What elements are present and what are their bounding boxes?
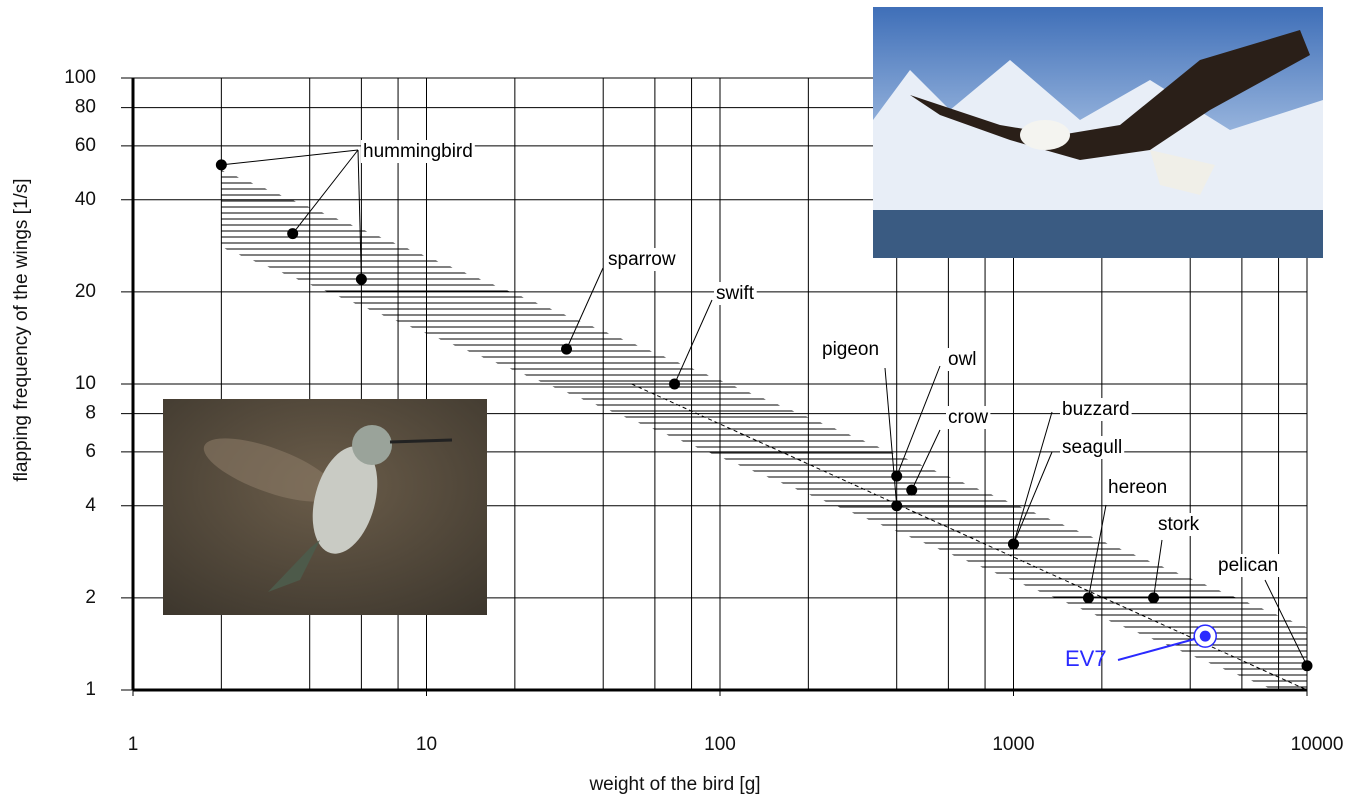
y-tick-label: 4	[85, 495, 96, 516]
point-label: crow	[948, 407, 988, 428]
label-bg	[946, 348, 979, 372]
y-tick-label: 40	[75, 189, 96, 210]
label-bg	[361, 140, 475, 164]
point-label: buzzard	[1062, 399, 1130, 420]
point-label: EV7	[1065, 646, 1107, 671]
label-bg	[1060, 398, 1132, 422]
leader-line	[1153, 539, 1163, 598]
leader-line	[674, 299, 713, 385]
y-tick-label: 60	[75, 135, 96, 156]
x-tick-label: 100	[704, 734, 736, 755]
y-tick-label: 8	[85, 403, 96, 424]
x-tick-label: 1	[128, 734, 139, 755]
scatter-point	[1199, 630, 1211, 642]
x-tick-label: 1000	[992, 734, 1034, 755]
scatter-point	[1008, 538, 1019, 550]
scatter-point	[561, 343, 573, 355]
scatter-point	[906, 484, 918, 496]
scatter-point	[1148, 592, 1160, 604]
eagle-photo	[873, 7, 1323, 258]
scatter-point	[287, 228, 299, 240]
scatter-point	[215, 159, 227, 171]
hummingbird-photo	[163, 399, 487, 615]
leader-line	[1013, 451, 1053, 545]
scatter-point	[891, 500, 903, 512]
point-label: sparrow	[608, 249, 676, 270]
leader-line	[1087, 504, 1107, 598]
y-tick-label: 100	[64, 67, 96, 88]
scatter-point	[355, 273, 367, 285]
leader-line	[896, 365, 941, 477]
y-tick-label: 10	[75, 373, 96, 394]
leader-line	[566, 267, 604, 350]
label-bg	[946, 406, 991, 430]
x-tick-label: 10	[416, 734, 437, 755]
leader-line	[884, 367, 898, 506]
label-bg	[1216, 554, 1281, 578]
leader-line	[911, 429, 941, 491]
label-bg	[820, 338, 882, 362]
leader-line	[292, 149, 359, 234]
y-tick-label: 80	[75, 97, 96, 118]
point-label: hereon	[1108, 477, 1167, 498]
label-bg	[1060, 436, 1125, 460]
scatter-point	[1301, 660, 1313, 672]
point-label: pigeon	[822, 339, 879, 360]
leader-line	[221, 149, 359, 166]
scatter-band	[221, 170, 1307, 690]
scatter-point	[669, 378, 681, 390]
scatter-point	[1082, 592, 1094, 604]
leader-line	[1264, 579, 1308, 666]
y-tick-label: 6	[85, 441, 96, 462]
data-layer	[215, 149, 1313, 691]
point-label: hummingbird	[363, 141, 473, 162]
point-label: swift	[716, 283, 755, 304]
label-bg	[714, 282, 757, 306]
point-label: seagull	[1062, 437, 1122, 458]
label-bg	[1106, 476, 1170, 500]
point-label: stork	[1158, 514, 1200, 535]
y-axis-title: flapping frequency of the wings [1/s]	[11, 178, 32, 481]
x-axis-title: weight of the bird [g]	[588, 774, 760, 795]
label-bg	[606, 248, 678, 272]
scatter-point	[891, 470, 903, 482]
label-bg	[1156, 513, 1202, 537]
y-tick-label: 1	[85, 679, 96, 700]
y-tick-label: 2	[85, 587, 96, 608]
x-tick-label: 10000	[1291, 734, 1344, 755]
leader-line	[1117, 635, 1206, 661]
point-label: owl	[948, 349, 977, 370]
y-tick-label: 20	[75, 281, 96, 302]
leader-line	[357, 149, 362, 280]
leader-line	[1013, 411, 1053, 545]
point-label: pelican	[1218, 555, 1278, 576]
